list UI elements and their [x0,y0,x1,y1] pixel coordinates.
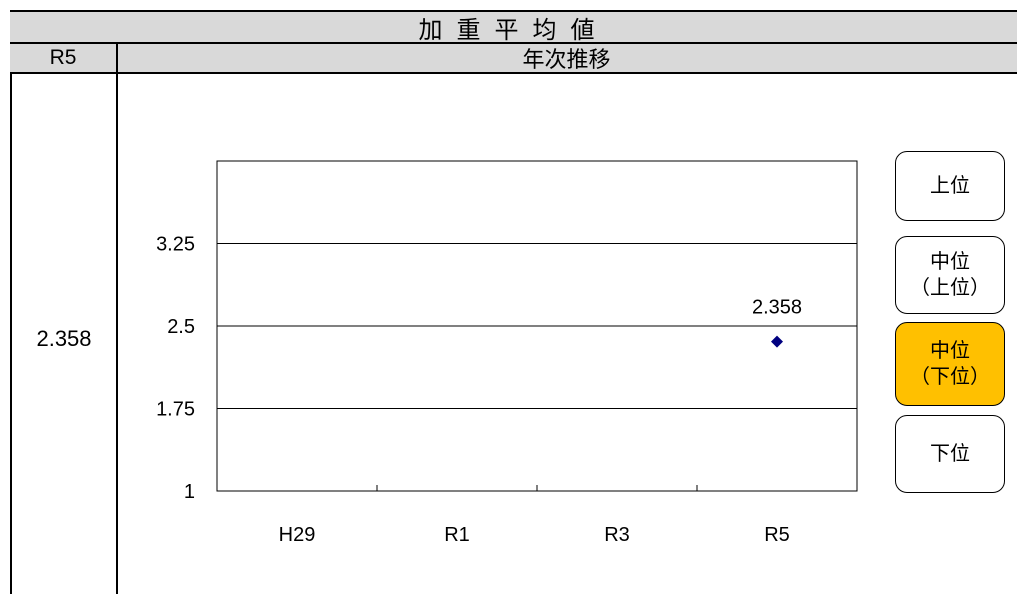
trend-chart: 1 1.75 2.5 3.25 H29 R1 R3 R5 2.358 [156,160,858,546]
header-row: R5 年次推移 [10,42,1017,74]
table-left-border [10,10,12,594]
column-divider [116,42,118,594]
y-tick-label: 1.75 [156,399,195,421]
level-upper-button[interactable]: 上位 [895,151,1005,221]
data-point [771,335,783,348]
level-mid-upper-label-1: 中位 [930,251,970,273]
level-upper-label: 上位 [930,175,970,197]
page-title: 加重平均値 [10,10,1017,44]
trend-header: 年次推移 [116,44,1017,72]
level-lower-label: 下位 [930,443,970,465]
y-tick-label: 1 [184,481,195,503]
x-tick-label: H29 [279,524,316,546]
level-mid-lower-label-1: 中位 [930,340,970,362]
year-header: R5 [10,44,116,72]
level-mid-lower-button[interactable]: 中位 （下位） [895,322,1005,406]
level-mid-upper-button[interactable]: 中位 （上位） [895,236,1005,314]
x-tick-label: R1 [444,524,470,546]
y-tick-label: 3.25 [156,234,195,256]
data-label: 2.358 [752,297,802,319]
x-tick-label: R5 [764,524,790,546]
level-mid-lower-label-2: （下位） [910,366,990,388]
level-mid-upper-label-2: （上位） [910,277,990,299]
current-value: 2.358 [36,326,92,351]
y-tick-label: 2.5 [167,316,195,338]
level-lower-button[interactable]: 下位 [895,415,1005,493]
x-tick-label: R3 [604,524,630,546]
